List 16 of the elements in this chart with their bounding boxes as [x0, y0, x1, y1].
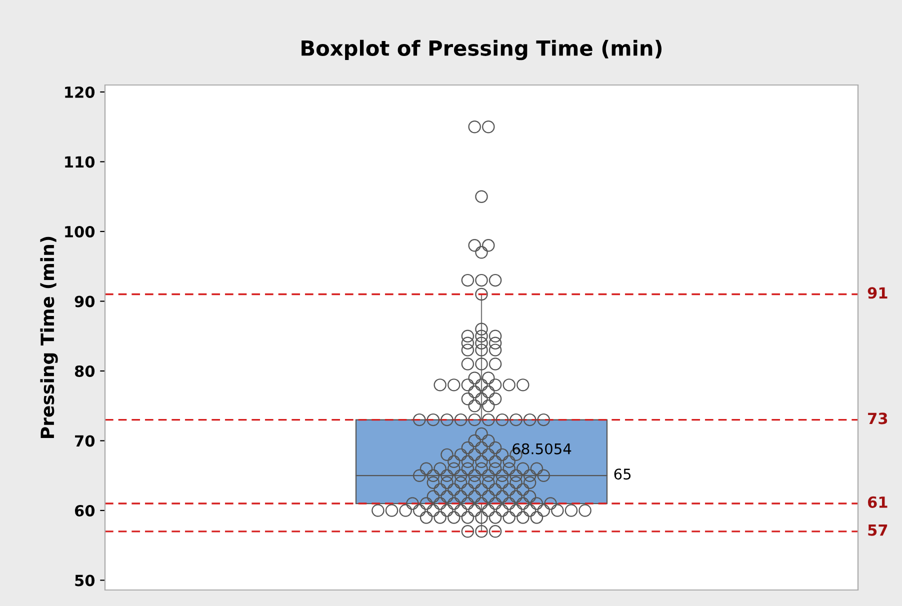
annotation: 68.5054: [512, 443, 572, 454]
y-tick-label: 50: [75, 574, 95, 586]
y-axis-title: Pressing Time (min): [40, 236, 58, 438]
y-tick-label: 70: [75, 435, 95, 447]
ref-line-label: 91: [868, 287, 888, 299]
y-tick-label: 60: [74, 504, 95, 517]
chart-title: Boxplot of Pressing Time (min): [302, 40, 662, 60]
ref-line-label: 73: [868, 412, 888, 424]
y-tick-label: 90: [74, 296, 95, 308]
y-tick-label: 100: [65, 226, 95, 238]
annotation: 65: [614, 468, 631, 480]
y-tick-label: 120: [65, 86, 95, 98]
y-tick-label: 80: [74, 365, 95, 377]
ref-line-label: 57: [868, 524, 888, 536]
ref-line-label: 61: [868, 496, 888, 508]
y-tick-label: 110: [65, 156, 95, 168]
